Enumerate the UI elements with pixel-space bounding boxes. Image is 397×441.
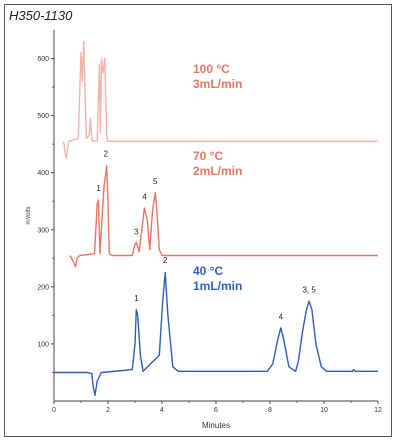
trace-line-1 [54, 271, 378, 396]
y-tick-label: 200 [37, 284, 49, 291]
peak-label: 3 [134, 227, 139, 236]
series-label-2-line-1: 70 °C [193, 149, 223, 163]
peak-label: 2 [163, 256, 168, 265]
peak-label: 2 [104, 150, 109, 159]
peak-label: 3, 5 [302, 286, 316, 295]
y-tick-label: 500 [37, 113, 49, 120]
trace-line-2 [69, 165, 378, 268]
trace-line-3 [62, 40, 378, 160]
y-tick-label: 300 [37, 227, 49, 234]
series-label-3-line-1: 100 °C [193, 62, 230, 76]
x-tick-label: 0 [52, 407, 56, 414]
peak-label: 4 [142, 193, 147, 202]
x-tick-label: 4 [160, 407, 164, 414]
x-tick-label: 2 [106, 407, 110, 414]
x-axis-title: Minutes [202, 421, 230, 430]
series-label-2-line-2: 2mL/min [193, 164, 242, 178]
series-label-1-line-1: 40 °C [193, 264, 223, 278]
peak-label: 1 [96, 184, 101, 193]
x-tick-label: 10 [320, 407, 328, 414]
y-tick-label: 600 [37, 56, 49, 63]
peak-label: 5 [153, 177, 158, 186]
figure-frame [4, 4, 392, 437]
x-tick-label: 6 [214, 407, 218, 414]
x-tick-label: 8 [268, 407, 272, 414]
figure-id-label: H350-1130 [9, 8, 73, 23]
series-label-1-line-2: 1mL/min [193, 279, 242, 293]
y-tick-label: 400 [37, 170, 49, 177]
traces-layer [54, 40, 378, 396]
series-label-3-line-2: 3mL/min [193, 77, 242, 91]
y-axis-title: mVolts [26, 206, 32, 224]
x-tick-label: 12 [374, 407, 382, 414]
peak-label: 1 [134, 294, 139, 303]
peak-label: 4 [279, 312, 284, 321]
y-tick-label: 100 [37, 341, 49, 348]
